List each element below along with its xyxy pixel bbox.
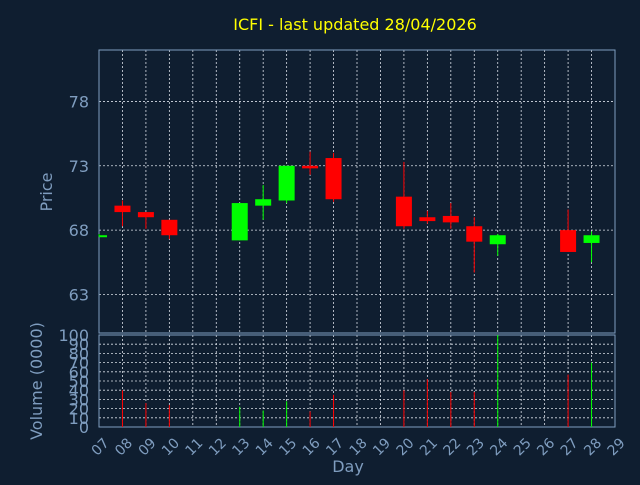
price-tick-labels: 63 68 73 78	[69, 92, 89, 304]
volume-tick-label: 70	[69, 354, 89, 373]
price-axis-label: Price	[37, 172, 56, 211]
candle-body	[231, 203, 248, 241]
volume-bars	[121, 335, 593, 427]
volume-tick-label: 50	[69, 372, 89, 391]
volume-tick-label: 100	[58, 326, 89, 345]
price-tick-label: 63	[69, 285, 89, 304]
candle-body	[442, 215, 459, 223]
price-tick-label: 78	[69, 92, 89, 111]
x-tick-labels: 07 08 09 10 11 12 13 14 15 16 17 18 19 20 21 22 23 24 25 26…	[89, 435, 629, 459]
volume-tick-label: 90	[69, 335, 89, 354]
candle-body	[419, 217, 436, 222]
volume-tick-label: 20	[69, 400, 89, 419]
x-axis-label: Day	[332, 457, 364, 476]
volume-tick-label: 80	[69, 344, 89, 363]
volume-tick-label: 10	[69, 409, 89, 428]
candle-body	[99, 235, 107, 238]
candle-body	[302, 165, 319, 169]
candle-body	[466, 226, 483, 242]
price-panel-frame	[98, 49, 616, 334]
candle-body	[560, 230, 577, 252]
volume-tick-label: 0	[79, 418, 89, 437]
candle-body	[278, 165, 295, 201]
candle-body	[325, 158, 342, 200]
price-tick-label: 73	[69, 157, 89, 176]
candle-body	[255, 199, 272, 206]
price-tick-label: 68	[69, 221, 89, 240]
volume-tick-label: 30	[69, 390, 89, 409]
candle-body	[161, 219, 178, 236]
volume-tick-label: 60	[69, 363, 89, 382]
volume-axis-label: Volume (0000)	[27, 322, 46, 440]
candles	[98, 151, 600, 273]
volume-panel-frame	[98, 334, 616, 428]
candle-body	[395, 196, 412, 227]
candle-body	[114, 205, 131, 213]
candle-body	[489, 235, 506, 245]
volume-tick-label: 40	[69, 381, 89, 400]
candle-body	[583, 235, 600, 243]
candle-body	[137, 212, 154, 218]
chart-title: ICFI - last updated 28/04/2026	[233, 15, 477, 34]
